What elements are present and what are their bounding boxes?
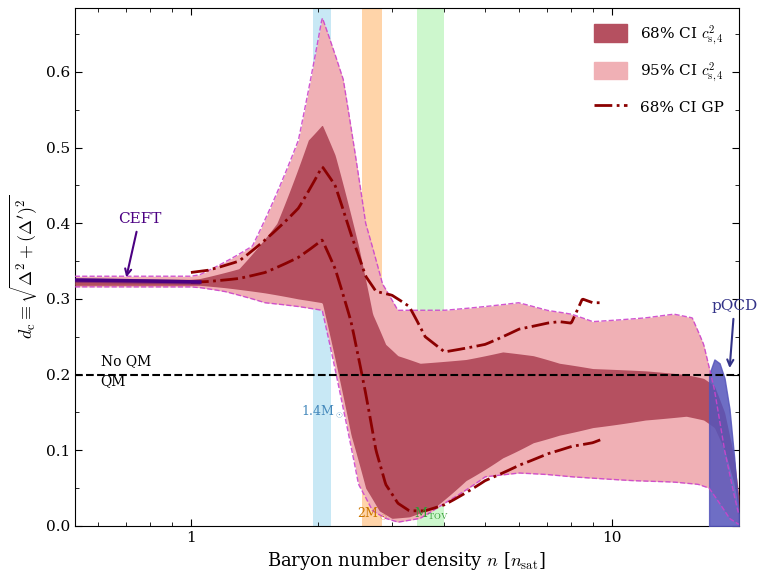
Y-axis label: $d_{\rm c} \equiv \sqrt{\Delta^2 + (\Delta^\prime)^2}$: $d_{\rm c} \equiv \sqrt{\Delta^2 + (\Del… (8, 194, 40, 339)
Bar (418, 8, 445, 526)
Text: QM: QM (101, 374, 126, 388)
Text: CEFT: CEFT (118, 212, 161, 275)
Text: 1.4M$_\odot$: 1.4M$_\odot$ (300, 403, 344, 420)
Legend: 68% CI $c_{\rm s,4}^2$, 95% CI $c_{\rm s,4}^2$, 68% CI GP: 68% CI $c_{\rm s,4}^2$, 95% CI $c_{\rm s… (586, 15, 731, 123)
Bar (362, 8, 382, 526)
Text: 2M$_\odot$: 2M$_\odot$ (357, 506, 388, 522)
X-axis label: Baryon number density $n$ [$n_{\rm sat}$]: Baryon number density $n$ [$n_{\rm sat}$… (267, 550, 546, 572)
Text: No QM: No QM (101, 354, 151, 368)
Text: pQCD: pQCD (711, 299, 757, 366)
Bar (313, 8, 331, 526)
Text: M$_{\rm TOV}$: M$_{\rm TOV}$ (414, 506, 449, 522)
